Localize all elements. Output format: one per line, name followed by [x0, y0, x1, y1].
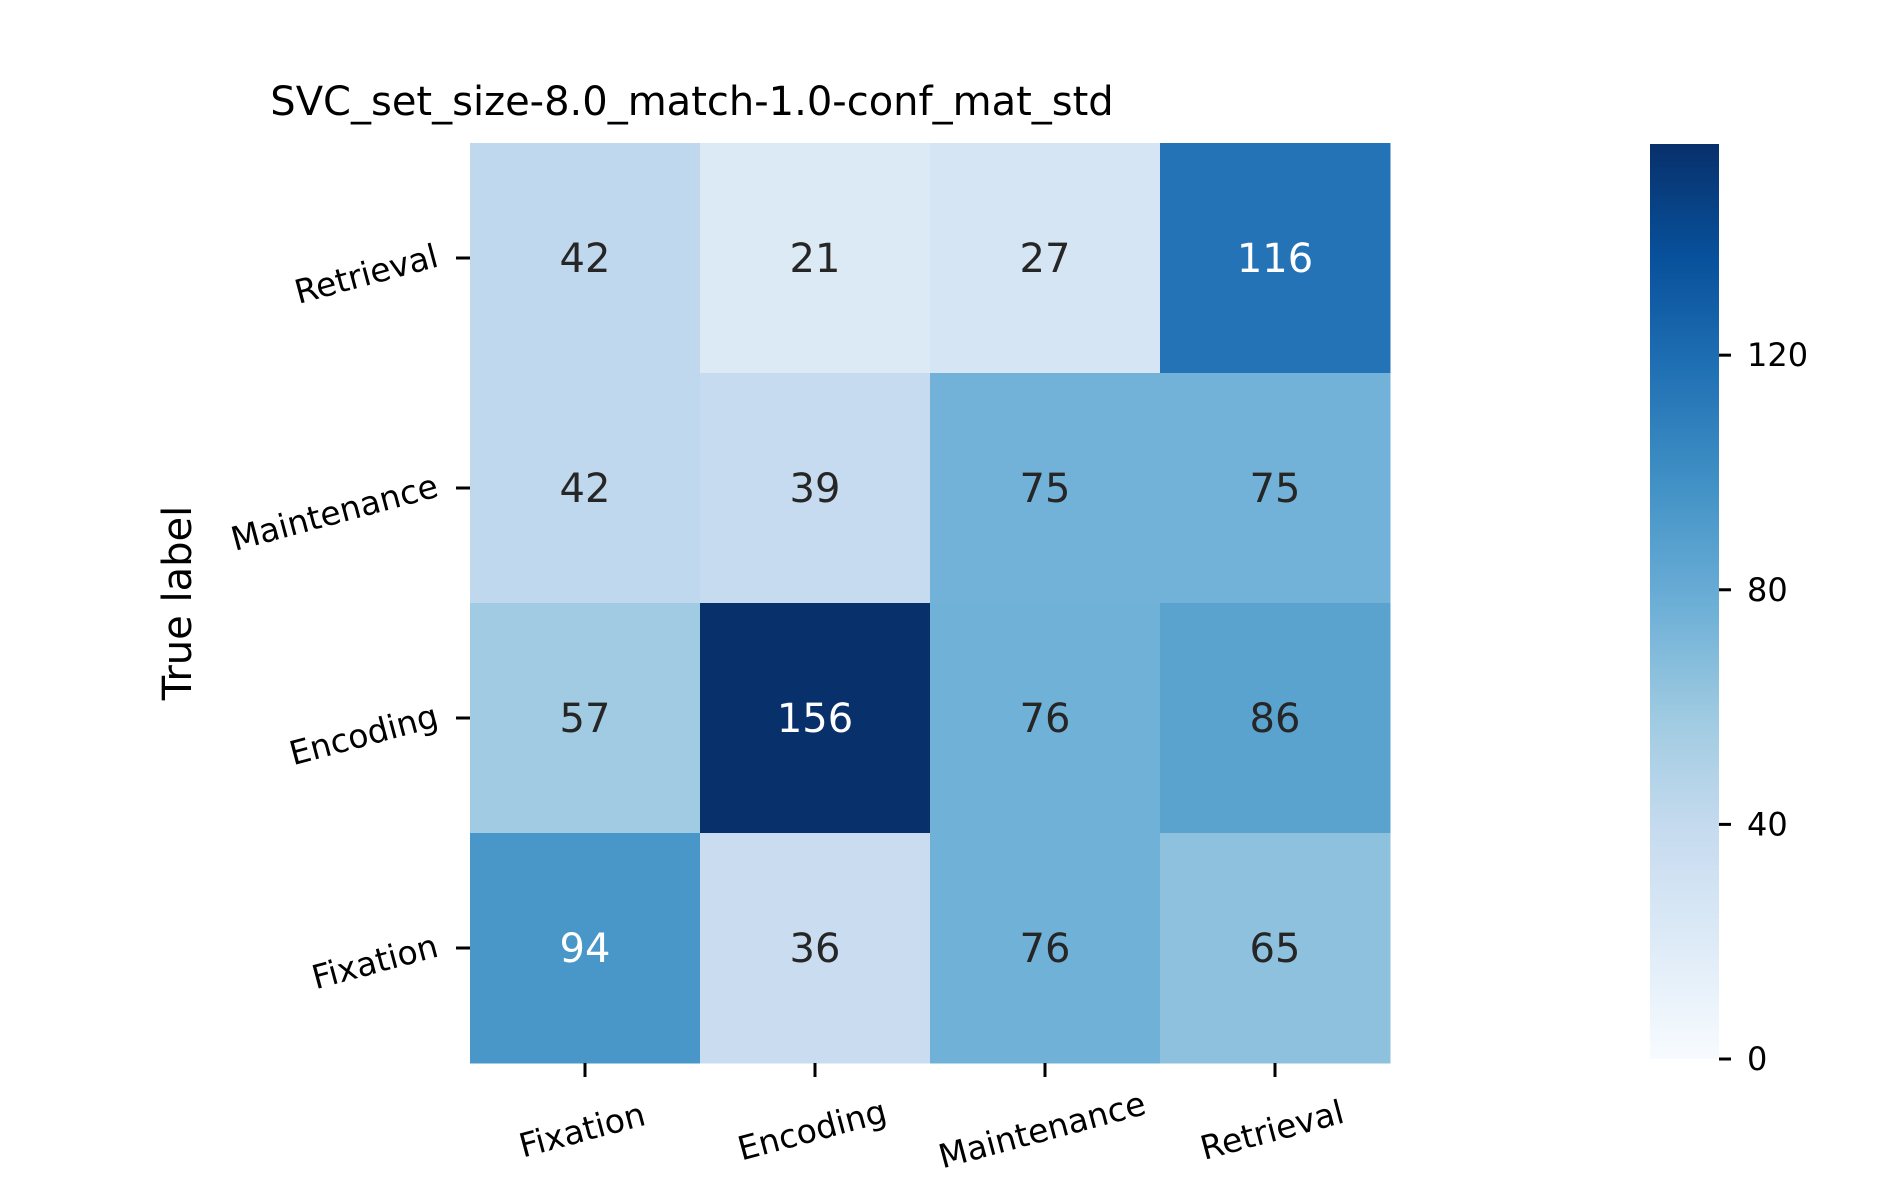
- x-tick-label: Maintenance: [934, 1084, 1149, 1177]
- heatmap-cell: [930, 143, 1161, 374]
- cell-value-label: 116: [1237, 236, 1313, 282]
- heatmap-cell: [1160, 603, 1391, 834]
- x-tick-label: Retrieval: [1196, 1092, 1348, 1168]
- cell-value-label: 57: [560, 696, 611, 742]
- cell-value-label: 21: [790, 236, 841, 282]
- heatmap-cell: [1160, 833, 1391, 1064]
- cell-value-label: 27: [1020, 236, 1071, 282]
- y-tick-label: Fixation: [308, 926, 442, 997]
- colorbar-tick-label: 80: [1747, 571, 1788, 609]
- heatmap-cell: [700, 833, 931, 1064]
- x-tick-label: Encoding: [734, 1091, 891, 1168]
- cell-value-label: 156: [777, 696, 853, 742]
- heatmap-cell: [930, 373, 1161, 604]
- heatmap-cell: [930, 603, 1161, 834]
- cell-value-label: 76: [1020, 926, 1071, 972]
- heatmap-cell: [700, 603, 931, 834]
- colorbar-tick-label: 120: [1747, 336, 1808, 374]
- heatmap-cell: [470, 603, 701, 834]
- colorbar: [1650, 144, 1719, 1059]
- heatmap-cell: [470, 373, 701, 604]
- cell-value-label: 42: [560, 236, 611, 282]
- y-tick-label: Encoding: [285, 696, 442, 773]
- heatmap-cell: [1160, 143, 1391, 374]
- cell-value-label: 75: [1250, 466, 1301, 512]
- cell-value-label: 94: [560, 926, 611, 972]
- colorbar-axis: 0 40 80 120: [1719, 336, 1808, 1078]
- cell-value-label: 42: [560, 466, 611, 512]
- x-tick-label: Fixation: [515, 1094, 649, 1165]
- cell-value-label: 75: [1020, 466, 1071, 512]
- cell-value-label: 39: [790, 466, 841, 512]
- cell-value-label: 36: [790, 926, 841, 972]
- cell-value-label: 76: [1020, 696, 1071, 742]
- heatmap-cell: [700, 143, 931, 374]
- colorbar-tick-label: 40: [1747, 805, 1788, 843]
- cell-value-label: 86: [1250, 696, 1301, 742]
- heatmap-cell: [470, 833, 701, 1064]
- y-axis-label: True label: [155, 506, 201, 701]
- y-tick-label: Retrieval: [290, 236, 442, 312]
- x-axis: Fixation Encoding Maintenance Retrieval: [515, 1063, 1348, 1176]
- y-axis: Retrieval Maintenance Encoding Fixation: [227, 236, 470, 997]
- heatmap-cell: [700, 373, 931, 604]
- cell-value-label: 65: [1250, 926, 1301, 972]
- heatmap-cells: 42 21 27 116 42 39 75 75 57 156 76 86 94 36 76 65: [470, 143, 1391, 1064]
- heatmap-cell: [930, 833, 1161, 1064]
- y-tick-label: Maintenance: [227, 466, 442, 559]
- heatmap-cell: [470, 143, 701, 374]
- chart-title: SVC_set_size-8.0_match-1.0-conf_mat_std: [270, 79, 1113, 125]
- colorbar-tick-label: 0: [1747, 1040, 1767, 1078]
- heatmap-cell: [1160, 373, 1391, 604]
